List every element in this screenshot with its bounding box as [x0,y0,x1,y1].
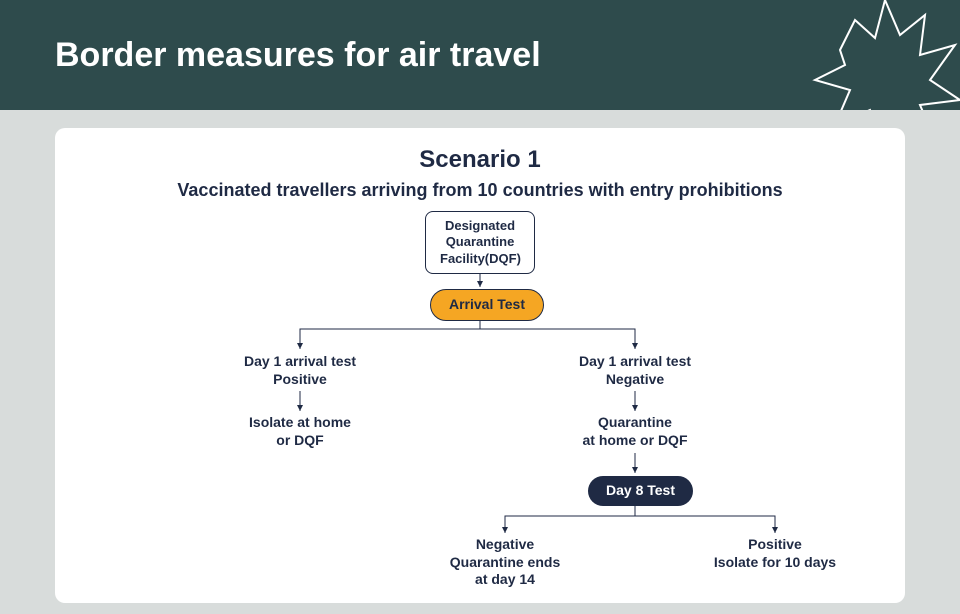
maple-leaf-icon [800,0,960,110]
node-day8-test-label: Day 8 Test [606,482,675,498]
node-day1-positive: Day 1 arrival test Positive [235,353,365,388]
node-isolate-home-line2: or DQF [276,432,323,448]
node-dqf-line2: Quarantine [446,234,515,249]
node-quarantine-home: Quarantine at home or DQF [570,414,700,449]
node-dqf: Designated Quarantine Facility(DQF) [425,211,535,274]
node-day8-test: Day 8 Test [588,476,693,506]
header: Border measures for air travel [0,0,960,110]
node-isolate-home: Isolate at home or DQF [235,414,365,449]
scenario-title: Scenario 1 [75,146,885,174]
node-positive-10: Positive Isolate for 10 days [700,536,850,571]
node-day1-positive-line2: Positive [273,371,327,387]
node-dqf-line3: Facility(DQF) [440,251,521,266]
node-day1-negative-line2: Negative [606,371,664,387]
node-negative-14-line3: at day 14 [475,571,535,587]
node-day1-negative-line1: Day 1 arrival test [579,353,691,369]
flowchart-area: Designated Quarantine Facility(DQF) Arri… [75,201,885,581]
node-dqf-line1: Designated [445,218,515,233]
page-title: Border measures for air travel [55,36,541,75]
node-day1-negative: Day 1 arrival test Negative [570,353,700,388]
node-day1-positive-line1: Day 1 arrival test [244,353,356,369]
node-positive-10-line1: Positive [748,536,802,552]
node-quarantine-home-line1: Quarantine [598,414,672,430]
node-arrival-test: Arrival Test [430,289,544,321]
node-negative-14-line1: Negative [476,536,534,552]
node-arrival-test-label: Arrival Test [449,296,525,312]
scenario-card: Scenario 1 Vaccinated travellers arrivin… [55,128,905,603]
node-negative-14-line2: Quarantine ends [450,554,560,570]
node-quarantine-home-line2: at home or DQF [582,432,687,448]
node-negative-14: Negative Quarantine ends at day 14 [435,536,575,589]
scenario-subtitle: Vaccinated travellers arriving from 10 c… [75,180,885,201]
node-positive-10-line2: Isolate for 10 days [714,554,836,570]
node-isolate-home-line1: Isolate at home [249,414,351,430]
